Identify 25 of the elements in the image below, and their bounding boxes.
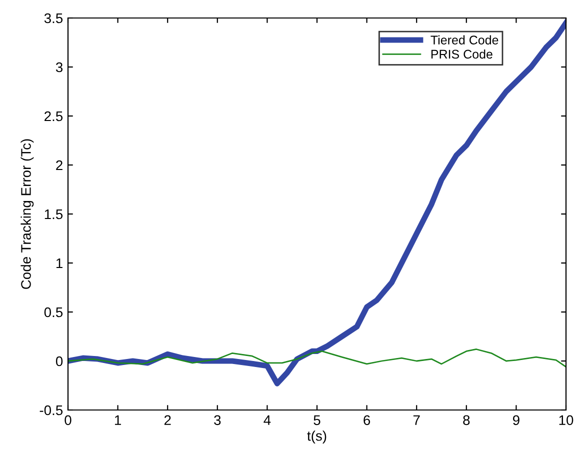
x-tick-label: 4 bbox=[264, 415, 271, 425]
y-tick-label: 0 bbox=[56, 356, 63, 366]
y-tick-label: 1.5 bbox=[44, 209, 63, 220]
x-tick-label: 0 bbox=[64, 415, 72, 426]
y-tick-label: 0.5 bbox=[44, 307, 63, 318]
x-axis-title: t(s) bbox=[307, 430, 326, 444]
x-tick-label: 1 bbox=[114, 415, 121, 425]
x-tick-label: 2 bbox=[164, 415, 171, 425]
x-tick-label: 9 bbox=[512, 415, 520, 426]
legend-label: Tiered Code bbox=[430, 35, 498, 44]
x-tick-label: 10 bbox=[559, 415, 574, 426]
y-axis-title: Code Tracking Error (Tc) bbox=[20, 139, 34, 289]
y-tick-label: 1 bbox=[56, 258, 62, 268]
x-tick-label: 8 bbox=[463, 415, 470, 426]
legend-label: PRIS Code bbox=[431, 49, 492, 59]
x-tick-label: 3 bbox=[214, 415, 221, 426]
x-tick-label: 5 bbox=[314, 415, 320, 426]
y-tick-label: 3.5 bbox=[44, 13, 63, 24]
y-tick-label: 3 bbox=[56, 62, 63, 72]
line-series bbox=[68, 348, 566, 368]
y-tick-label: -0.5 bbox=[40, 405, 63, 416]
y-tick-label: 2.5 bbox=[44, 111, 63, 122]
y-tick-label: 2 bbox=[56, 160, 62, 170]
x-tick-label: 7 bbox=[413, 415, 420, 425]
x-tick-label: 6 bbox=[364, 415, 370, 426]
